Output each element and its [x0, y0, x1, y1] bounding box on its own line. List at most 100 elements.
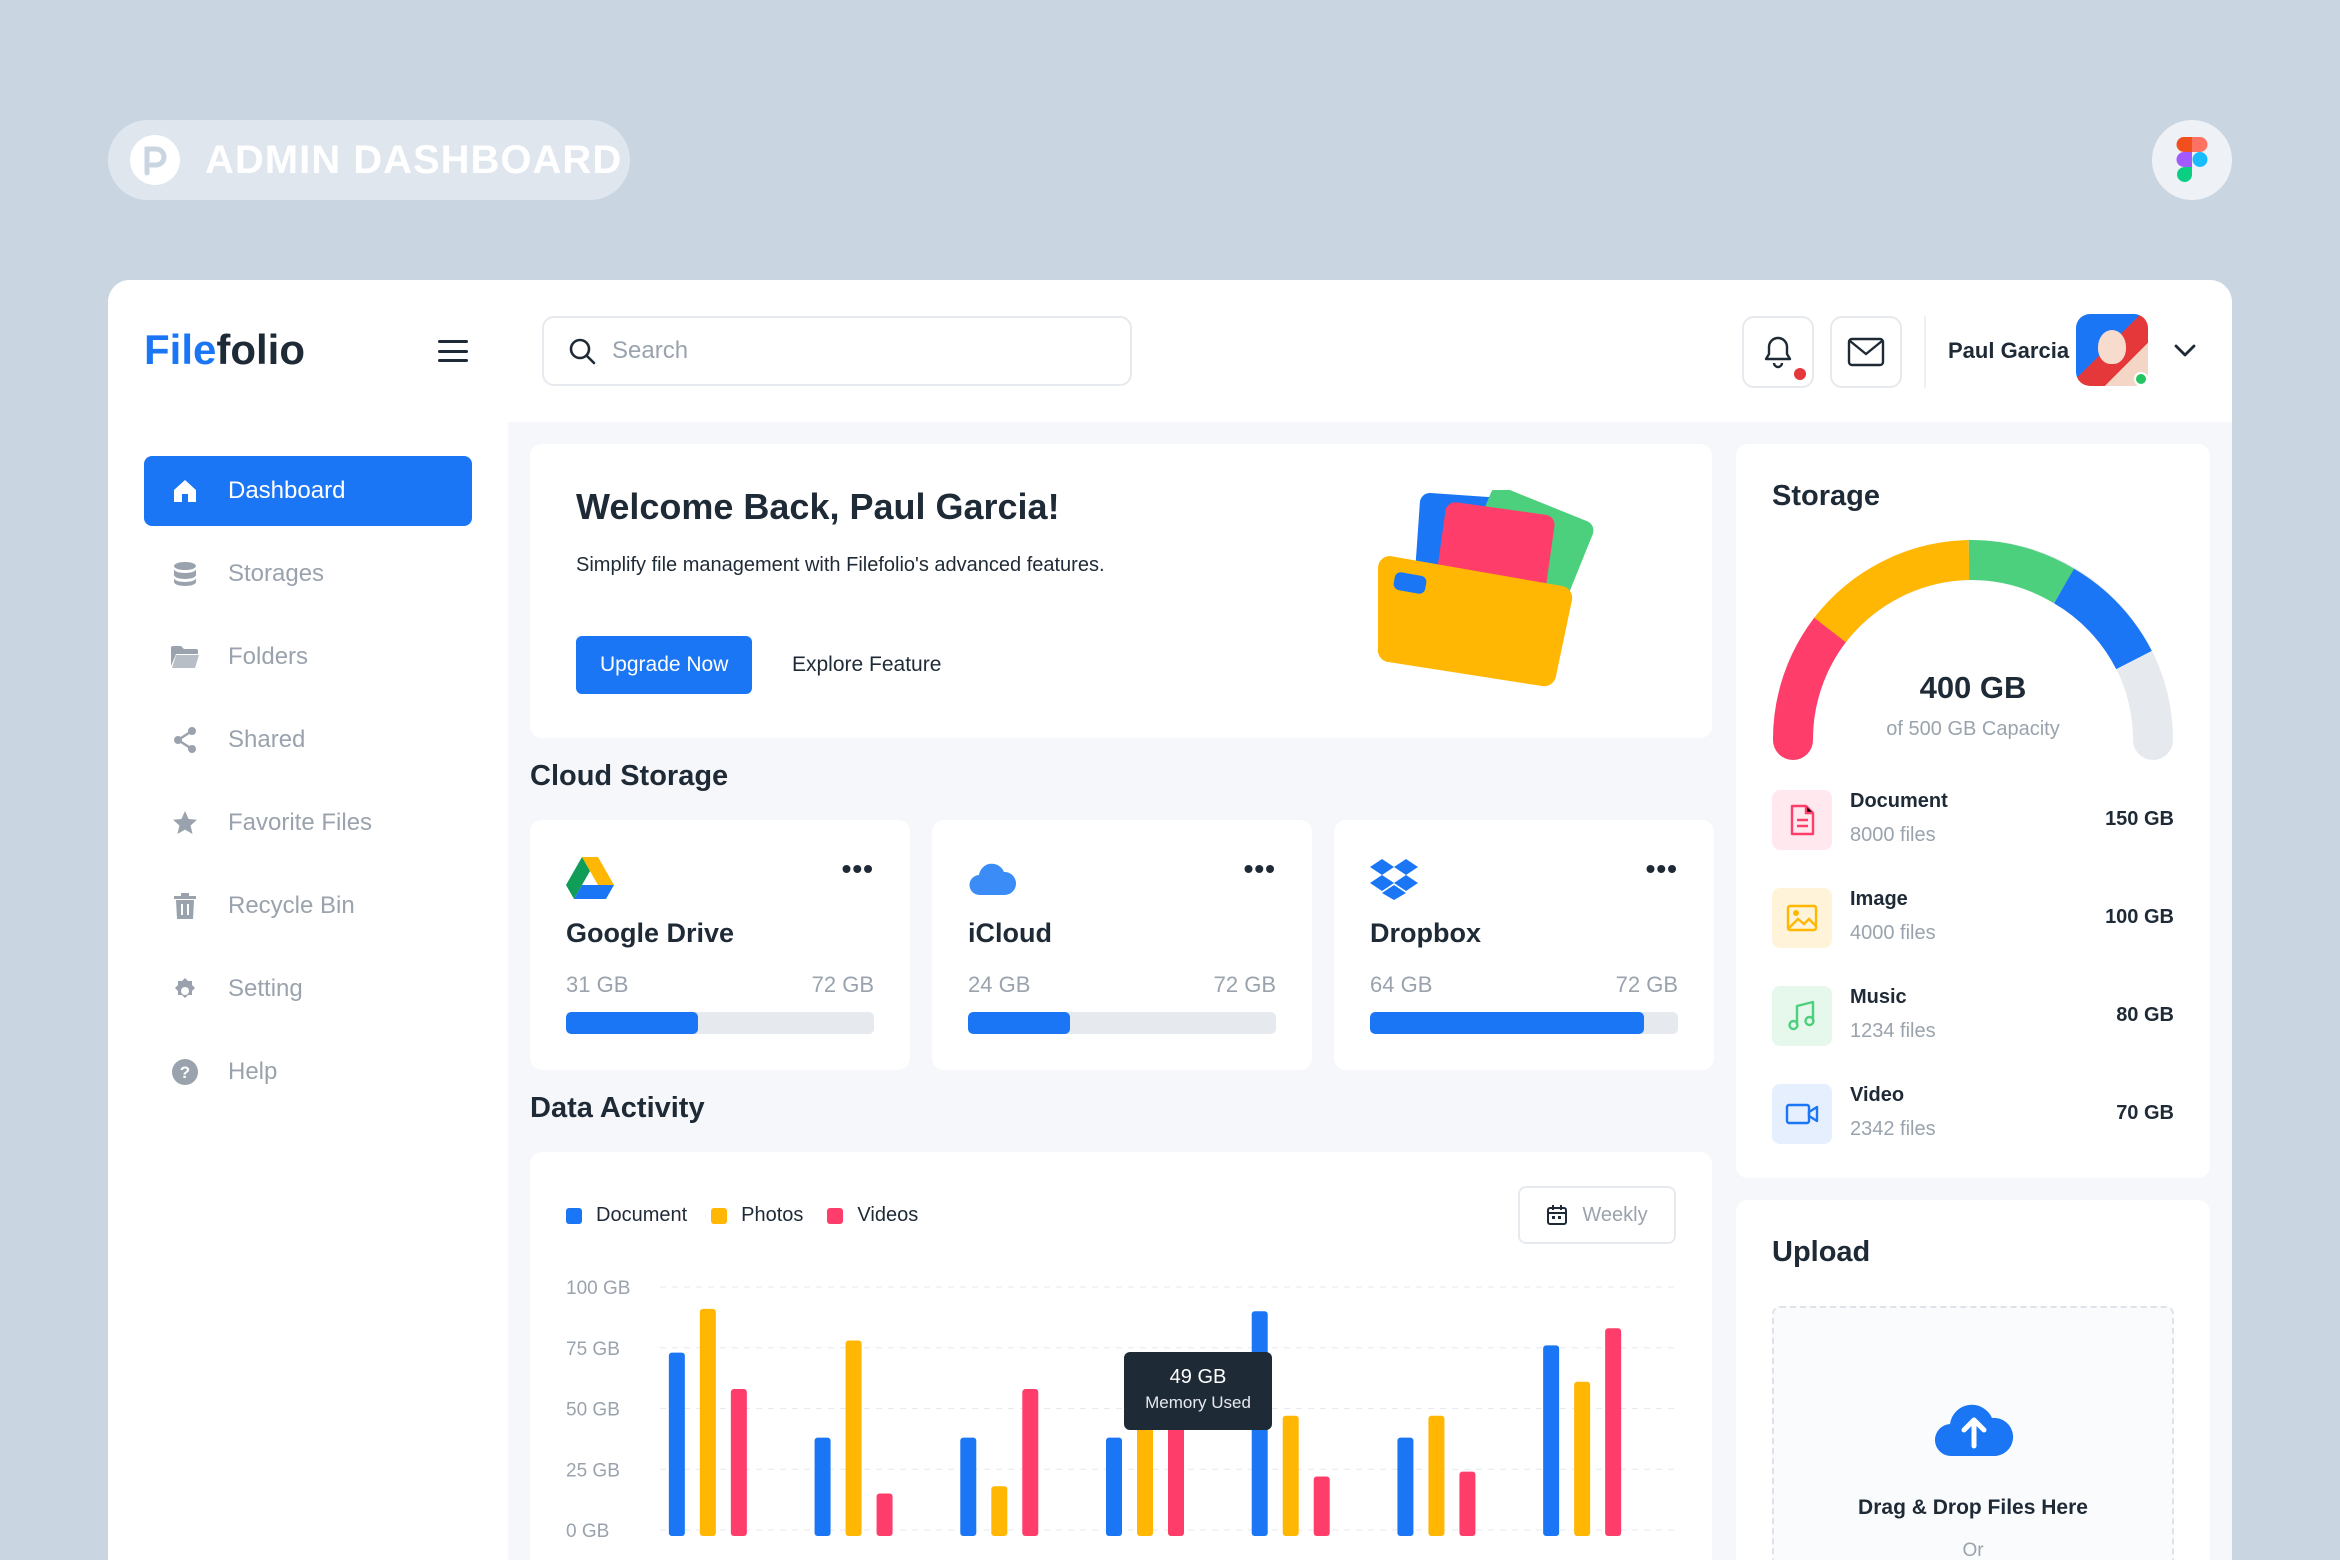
bell-icon — [1764, 336, 1792, 369]
storage-capacity-label: of 500 GB Capacity — [1886, 718, 2060, 740]
type-name: Music — [1850, 986, 1907, 1008]
data-activity-chart: 100 GB 75 GB 50 GB 25 GB 0 GB — [566, 1278, 1680, 1542]
cloud-total: 72 GB — [811, 972, 874, 997]
type-count: 1234 files — [1850, 1020, 1936, 1042]
share-icon — [170, 725, 200, 755]
music-icon — [1772, 986, 1832, 1046]
search-input[interactable] — [612, 337, 1092, 365]
type-count: 8000 files — [1850, 824, 1936, 846]
sidebar-nav: Dashboard Storages Folders Shared Favori… — [144, 456, 472, 1120]
brand-logo-icon — [130, 135, 180, 185]
bar-photos — [1137, 1410, 1153, 1536]
bar-photos — [1282, 1415, 1299, 1536]
search-bar — [542, 316, 1132, 386]
type-name: Document — [1850, 790, 1948, 812]
dropzone-or-text: Or — [1962, 1540, 1984, 1560]
menu-toggle-icon[interactable] — [438, 340, 468, 362]
sidebar-item-label: Dashboard — [228, 477, 346, 504]
upgrade-now-button[interactable]: Upgrade Now — [576, 636, 753, 694]
icloud-icon — [969, 863, 1016, 896]
legend-item-videos: Videos — [827, 1204, 918, 1227]
type-count: 2342 files — [1850, 1118, 1936, 1140]
cloud-used: 31 GB — [566, 972, 629, 997]
data-activity-card: Document Photos Videos Weekly 100 GB 75 G… — [530, 1152, 1712, 1560]
more-options-icon[interactable]: ••• — [1645, 853, 1678, 884]
type-size: 80 GB — [2116, 1004, 2174, 1026]
bar-photos — [1428, 1415, 1445, 1536]
tooltip-value: 49 GB — [1169, 1366, 1227, 1388]
storage-type-row[interactable]: Video 2342 files 70 GB — [1772, 1084, 2174, 1144]
bar-videos — [1459, 1471, 1476, 1536]
sidebar-item-label: Storages — [228, 560, 325, 587]
main-content: Welcome Back, Paul Garcia! Simplify file… — [508, 422, 2232, 1560]
bar-videos — [1313, 1476, 1330, 1536]
cloud-name: Dropbox — [1370, 918, 1481, 948]
explore-feature-button[interactable]: Explore Feature — [792, 636, 941, 694]
bar-document — [814, 1437, 831, 1536]
bar-document — [960, 1437, 977, 1536]
cloud-total: 72 GB — [1213, 972, 1276, 997]
notification-dot — [1794, 368, 1806, 380]
upload-title: Upload — [1772, 1236, 1871, 1268]
welcome-card: Welcome Back, Paul Garcia! Simplify file… — [530, 444, 1712, 738]
sidebar-item-help[interactable]: ? Help — [144, 1037, 472, 1107]
bar-photos — [699, 1308, 716, 1536]
sidebar-item-label: Shared — [228, 726, 306, 753]
cloud-card-dropbox[interactable]: ••• Dropbox 64 GB 72 GB — [1334, 820, 1714, 1070]
gear-icon — [170, 974, 200, 1004]
bar-document — [1397, 1437, 1414, 1536]
bar-photos — [1574, 1381, 1591, 1536]
bar-videos — [876, 1493, 893, 1536]
more-options-icon[interactable]: ••• — [1243, 853, 1276, 884]
avatar[interactable] — [2076, 314, 2148, 386]
image-icon — [1772, 888, 1832, 948]
dashboard-window: Filefolio Dashboard Storages Folders Sha… — [108, 280, 2232, 1560]
sidebar-item-shared[interactable]: Shared — [144, 705, 472, 775]
notification-button[interactable] — [1742, 316, 1814, 388]
sidebar-item-recycle-bin[interactable]: Recycle Bin — [144, 871, 472, 941]
period-select[interactable]: Weekly — [1518, 1186, 1676, 1244]
folder-icon — [170, 642, 200, 672]
header-badge: ADMIN DASHBOARD — [108, 120, 630, 200]
chevron-down-icon[interactable] — [2170, 336, 2200, 366]
sidebar-item-dashboard[interactable]: Dashboard — [144, 456, 472, 526]
bar-photos — [845, 1340, 862, 1536]
user-name[interactable]: Paul Garcia — [1948, 338, 2070, 363]
storage-card: Storage 400 GB of 500 GB Capacity Docume… — [1736, 444, 2210, 1178]
sidebar-item-folders[interactable]: Folders — [144, 622, 472, 692]
type-count: 4000 files — [1850, 922, 1936, 944]
y-tick-label: 25 GB — [566, 1460, 620, 1481]
upload-dropzone[interactable]: Drag & Drop Files Here Or — [1772, 1306, 2174, 1560]
bar-document — [1543, 1345, 1560, 1536]
y-tick-label: 100 GB — [566, 1278, 630, 1299]
mail-icon — [1847, 337, 1885, 367]
sidebar-item-favorite-files[interactable]: Favorite Files — [144, 788, 472, 858]
figma-icon[interactable] — [2152, 120, 2232, 200]
storage-title: Storage — [1772, 480, 1880, 512]
cloud-card-google-drive[interactable]: ••• Google Drive 31 GB 72 GB — [530, 820, 910, 1070]
type-size: 100 GB — [2105, 906, 2174, 928]
cloud-used: 24 GB — [968, 972, 1031, 997]
google-drive-icon — [566, 857, 614, 899]
app-logo[interactable]: Filefolio — [144, 326, 305, 373]
sidebar-item-storages[interactable]: Storages — [144, 539, 472, 609]
storage-type-row[interactable]: Image 4000 files 100 GB — [1772, 888, 2174, 948]
sidebar-item-label: Help — [228, 1058, 278, 1085]
bar-document — [668, 1352, 685, 1536]
messages-button[interactable] — [1830, 316, 1902, 388]
storage-type-row[interactable]: Music 1234 files 80 GB — [1772, 986, 2174, 1046]
storage-gauge — [1772, 540, 2173, 760]
cloud-used: 64 GB — [1370, 972, 1433, 997]
storage-type-row[interactable]: Document 8000 files 150 GB — [1772, 790, 2174, 850]
cloud-usage-bar — [968, 1012, 1276, 1034]
more-options-icon[interactable]: ••• — [841, 853, 874, 884]
bar-photos — [991, 1486, 1008, 1536]
cloud-total: 72 GB — [1615, 972, 1678, 997]
tooltip-label: Memory Used — [1145, 1393, 1251, 1412]
sidebar-item-label: Folders — [228, 643, 309, 670]
search-icon — [569, 338, 596, 365]
sidebar-item-setting[interactable]: Setting — [144, 954, 472, 1024]
trash-icon — [170, 891, 200, 921]
database-icon — [170, 559, 200, 589]
cloud-card-icloud[interactable]: ••• iCloud 24 GB 72 GB — [932, 820, 1312, 1070]
